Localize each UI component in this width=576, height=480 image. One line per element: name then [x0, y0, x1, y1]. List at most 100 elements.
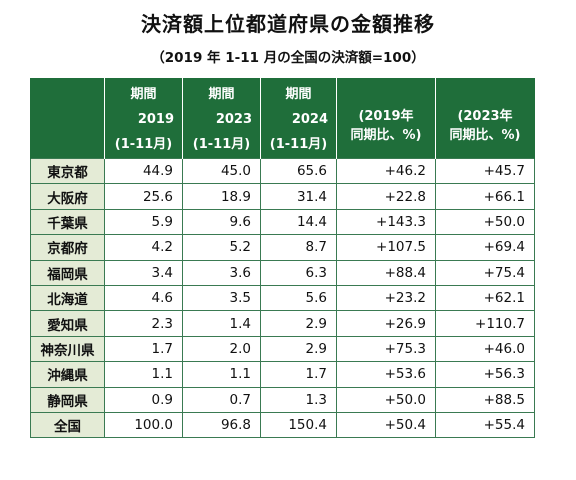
ratio-2019-cell: +26.9: [336, 310, 436, 337]
prefecture-cell: 静岡県: [30, 386, 105, 413]
value-2023-cell: 18.9: [182, 183, 261, 210]
table-body: 東京都 44.9 45.0 65.6 +46.2 +45.7 大阪府 25.6 …: [30, 157, 535, 439]
header-year: 2019: [137, 112, 174, 127]
prefecture-cell: 京都府: [30, 234, 105, 261]
ratio-2019-cell: +50.4: [336, 411, 436, 439]
value-2024-cell: 6.3: [260, 259, 337, 286]
table-row: 愛知県 2.3 1.4 2.9 +26.9 +110.7: [30, 310, 535, 337]
ratio-2019-cell: +46.2: [336, 157, 436, 185]
header-ratio-2019: (2019年 同期比、%): [336, 78, 436, 159]
prefecture-cell: 愛知県: [30, 310, 105, 337]
ratio-2023-cell: +62.1: [435, 284, 535, 312]
ratio-2023-cell: +45.7: [435, 157, 535, 185]
settlement-table: 期間 2019 (1-11月) 期間 2023 (1-11月) 期間 2024 …: [30, 78, 535, 439]
prefecture-cell: 大阪府: [30, 183, 105, 210]
table-row: 大阪府 25.6 18.9 31.4 +22.8 +66.1: [30, 183, 535, 210]
ratio-2023-cell: +46.0: [435, 335, 535, 363]
header-range: (1-11月): [192, 137, 251, 152]
value-2024-cell: 150.4: [260, 411, 337, 439]
table-row: 静岡県 0.9 0.7 1.3 +50.0 +88.5: [30, 386, 535, 413]
ratio-2023-cell: +50.0: [435, 208, 535, 236]
value-2023-cell: 3.6: [182, 259, 261, 286]
ratio-2023-cell: +66.1: [435, 183, 535, 210]
ratio-2023-cell: +55.4: [435, 411, 535, 439]
table-row: 京都府 4.2 5.2 8.7 +107.5 +69.4: [30, 234, 535, 261]
value-2023-cell: 96.8: [182, 411, 261, 439]
ratio-2019-cell: +23.2: [336, 284, 436, 312]
value-2019-cell: 25.6: [104, 183, 183, 210]
value-2024-cell: 1.7: [260, 361, 337, 388]
ratio-2019-cell: +107.5: [336, 234, 436, 261]
ratio-2023-cell: +75.4: [435, 259, 535, 286]
ratio-2023-cell: +69.4: [435, 234, 535, 261]
value-2019-cell: 44.9: [104, 157, 183, 185]
table-header: 期間 2019 (1-11月) 期間 2023 (1-11月) 期間 2024 …: [30, 78, 535, 159]
table-row: 福岡県 3.4 3.6 6.3 +88.4 +75.4: [30, 259, 535, 286]
total-row: 全国 100.0 96.8 150.4 +50.4 +55.4: [30, 411, 535, 439]
table-row: 沖縄県 1.1 1.1 1.7 +53.6 +56.3: [30, 361, 535, 388]
value-2019-cell: 2.3: [104, 310, 183, 337]
value-2024-cell: 8.7: [260, 234, 337, 261]
header-ratio-line1: (2019年: [358, 109, 414, 124]
page-title: 決済額上位都道府県の金額推移: [141, 12, 435, 36]
header-ratio-line2: 同期比、%): [350, 128, 422, 143]
prefecture-cell: 沖縄県: [30, 361, 105, 388]
prefecture-cell: 全国: [30, 411, 105, 439]
value-2023-cell: 45.0: [182, 157, 261, 185]
value-2023-cell: 3.5: [182, 284, 261, 312]
ratio-2019-cell: +75.3: [336, 335, 436, 363]
value-2023-cell: 9.6: [182, 208, 261, 236]
value-2023-cell: 1.4: [182, 310, 261, 337]
header-ratio-line2: 同期比、%): [449, 128, 521, 143]
value-2024-cell: 2.9: [260, 310, 337, 337]
value-2019-cell: 1.7: [104, 335, 183, 363]
ratio-2019-cell: +50.0: [336, 386, 436, 413]
header-range: (1-11月): [269, 137, 328, 152]
value-2024-cell: 65.6: [260, 157, 337, 185]
table-row: 東京都 44.9 45.0 65.6 +46.2 +45.7: [30, 157, 535, 185]
table-row: 神奈川県 1.7 2.0 2.9 +75.3 +46.0: [30, 335, 535, 363]
header-year: 2023: [215, 112, 252, 127]
value-2019-cell: 4.6: [104, 284, 183, 312]
ratio-2023-cell: +88.5: [435, 386, 535, 413]
header-ratio-2023: (2023年 同期比、%): [435, 78, 535, 159]
ratio-2019-cell: +88.4: [336, 259, 436, 286]
header-2023: 期間 2023 (1-11月): [182, 78, 261, 159]
prefecture-cell: 北海道: [30, 284, 105, 312]
value-2024-cell: 5.6: [260, 284, 337, 312]
value-2019-cell: 4.2: [104, 234, 183, 261]
value-2019-cell: 100.0: [104, 411, 183, 439]
value-2024-cell: 2.9: [260, 335, 337, 363]
header-2024: 期間 2024 (1-11月): [260, 78, 337, 159]
prefecture-cell: 神奈川県: [30, 335, 105, 363]
page-subtitle: （2019 年 1-11 月の全国の決済額=100）: [151, 50, 425, 66]
ratio-2019-cell: +22.8: [336, 183, 436, 210]
ratio-2019-cell: +143.3: [336, 208, 436, 236]
prefecture-cell: 東京都: [30, 157, 105, 185]
ratio-2019-cell: +53.6: [336, 361, 436, 388]
header-period-label: 期間: [208, 87, 235, 102]
ratio-2023-cell: +56.3: [435, 361, 535, 388]
ratio-2023-cell: +110.7: [435, 310, 535, 337]
prefecture-cell: 千葉県: [30, 208, 105, 236]
value-2019-cell: 0.9: [104, 386, 183, 413]
value-2023-cell: 1.1: [182, 361, 261, 388]
value-2023-cell: 0.7: [182, 386, 261, 413]
value-2019-cell: 1.1: [104, 361, 183, 388]
value-2024-cell: 31.4: [260, 183, 337, 210]
table-row: 北海道 4.6 3.5 5.6 +23.2 +62.1: [30, 284, 535, 312]
value-2024-cell: 1.3: [260, 386, 337, 413]
header-2019: 期間 2019 (1-11月): [104, 78, 183, 159]
header-range: (1-11月): [114, 137, 173, 152]
header-period-label: 期間: [130, 87, 157, 102]
value-2023-cell: 5.2: [182, 234, 261, 261]
header-ratio-line1: (2023年: [457, 109, 513, 124]
prefecture-cell: 福岡県: [30, 259, 105, 286]
header-corner: [30, 78, 105, 159]
value-2019-cell: 3.4: [104, 259, 183, 286]
header-period-label: 期間: [285, 87, 312, 102]
table-row: 千葉県 5.9 9.6 14.4 +143.3 +50.0: [30, 208, 535, 236]
header-year: 2024: [291, 112, 328, 127]
value-2019-cell: 5.9: [104, 208, 183, 236]
value-2023-cell: 2.0: [182, 335, 261, 363]
